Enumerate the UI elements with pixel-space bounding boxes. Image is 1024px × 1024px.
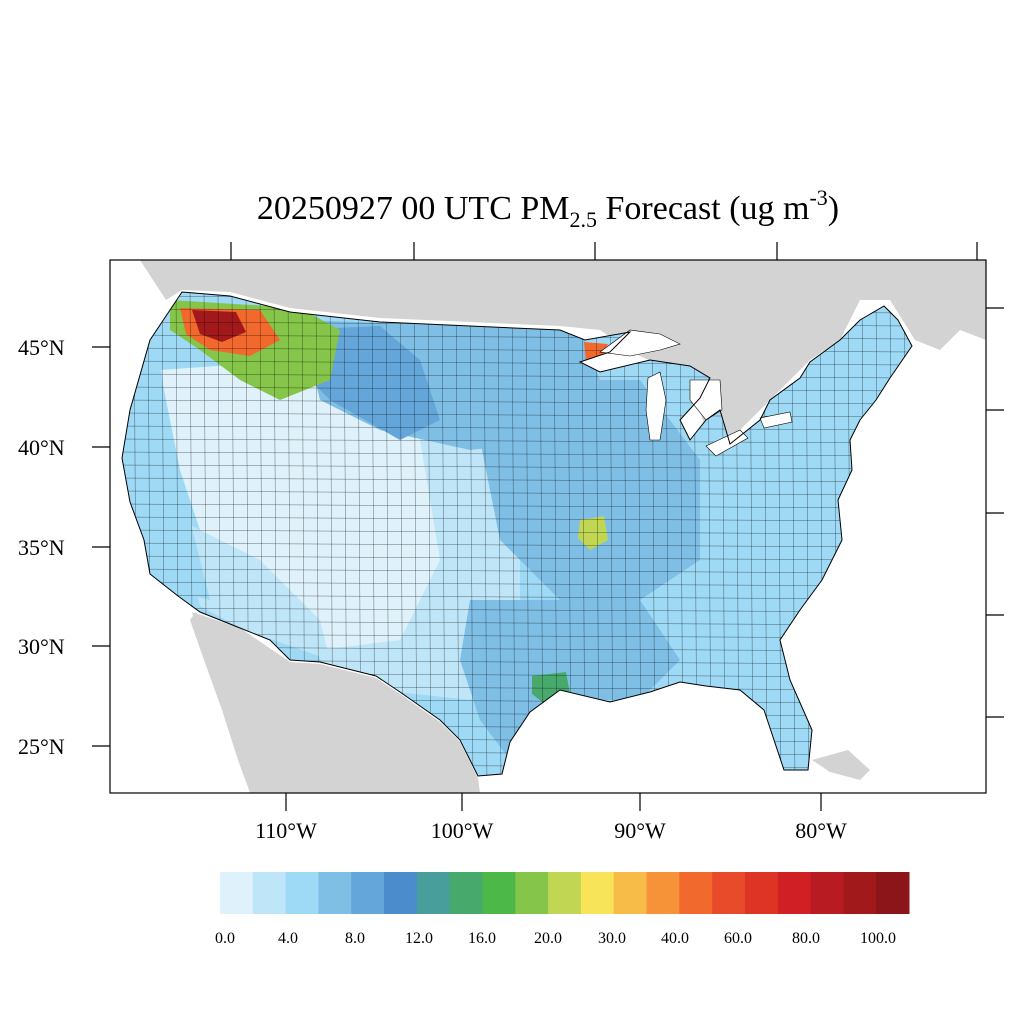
colorbar-swatch [351,872,385,914]
colorbar-label: 4.0 [278,930,298,947]
colorbar-label: 60.0 [724,930,752,947]
colorbar-label: 8.0 [345,930,365,947]
colorbar-swatch [613,872,648,914]
lake-superior [599,329,681,357]
lon-label-100w: 100°W [431,818,494,843]
colorbar-swatches [220,872,910,914]
cuba-landmass [812,750,870,780]
colorbar-label: 40.0 [661,930,689,947]
lon-label-80w: 80°W [795,818,847,843]
colorbar-labels: 0.0 4.0 8.0 12.0 16.0 20.0 30.0 40.0 60.0 80.0 100… [215,930,896,947]
lat-label-35n: 35°N [18,535,65,560]
lake-erie [705,429,749,457]
map-frame [109,259,987,794]
colorbar-swatch [285,872,319,914]
lat-label-25n: 25°N [18,734,65,759]
colorbar-swatch [777,872,812,914]
lake-michigan [645,371,667,441]
axis-ticks [92,242,1004,811]
region-texas-gulf [460,600,680,760]
colorbar-swatch [810,872,844,914]
lake-ontario [759,411,793,429]
colorbar-swatch [843,872,877,914]
colorbar-swatch [580,872,615,914]
lon-label-90w: 90°W [614,818,666,843]
longitude-labels: 110°W 100°W 90°W 80°W [255,818,847,843]
lat-label-30n: 30°N [18,634,65,659]
colorbar-swatch [384,872,418,914]
colorbar-swatch [876,872,910,914]
colorbar-label: 30.0 [598,930,626,947]
lake-huron [689,379,723,421]
canada-landmass [110,260,986,450]
colorbar-swatch [744,872,779,914]
lat-label-40n: 40°N [18,435,65,460]
colorbar-swatch [515,872,549,914]
colorbar: 0.0 4.0 8.0 12.0 16.0 20.0 30.0 40.0 60.0 80.0 100… [215,872,910,947]
lat-label-45n: 45°N [18,335,65,360]
colorbar-label: 100.0 [860,930,896,947]
colorbar-label: 20.0 [534,930,562,947]
colorbar-label: 80.0 [792,930,820,947]
colorbar-swatch [220,872,254,914]
colorbar-swatch [318,872,352,914]
colorbar-swatch [416,872,451,914]
colorbar-swatch [252,872,287,914]
colorbar-label: 0.0 [215,930,235,947]
colorbar-swatch [482,872,516,914]
colorbar-swatch [646,872,680,914]
colorbar-swatch [679,872,713,914]
region-southwest-desert [180,520,330,660]
mexico-landmass [192,612,480,793]
colorbar-swatch [548,872,582,914]
map-plot-area [110,260,986,793]
region-missouri-hotspot [578,516,608,550]
colorbar-swatch [449,872,483,914]
colorbar-label: 12.0 [405,930,433,947]
usa-outline [121,291,913,777]
colorbar-label: 16.0 [468,930,496,947]
baja-landmass [190,612,270,793]
great-lakes [599,329,793,457]
lon-label-110w: 110°W [255,818,317,843]
colorbar-swatch [712,872,746,914]
map-title: 20250927 00 UTC PM2.5 Forecast (ug m-3) [257,185,839,232]
latitude-labels: 45°N 40°N 35°N 30°N 25°N [18,335,65,759]
